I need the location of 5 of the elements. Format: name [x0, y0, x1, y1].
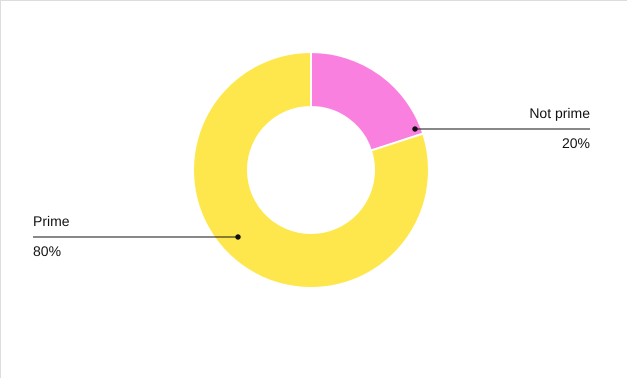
donut-slice: [192, 51, 430, 289]
slice-label: Prime: [33, 213, 70, 229]
data-label: 80%: [33, 243, 62, 259]
data-label: 20%: [562, 135, 590, 151]
slice-label: Not prime: [529, 105, 590, 121]
